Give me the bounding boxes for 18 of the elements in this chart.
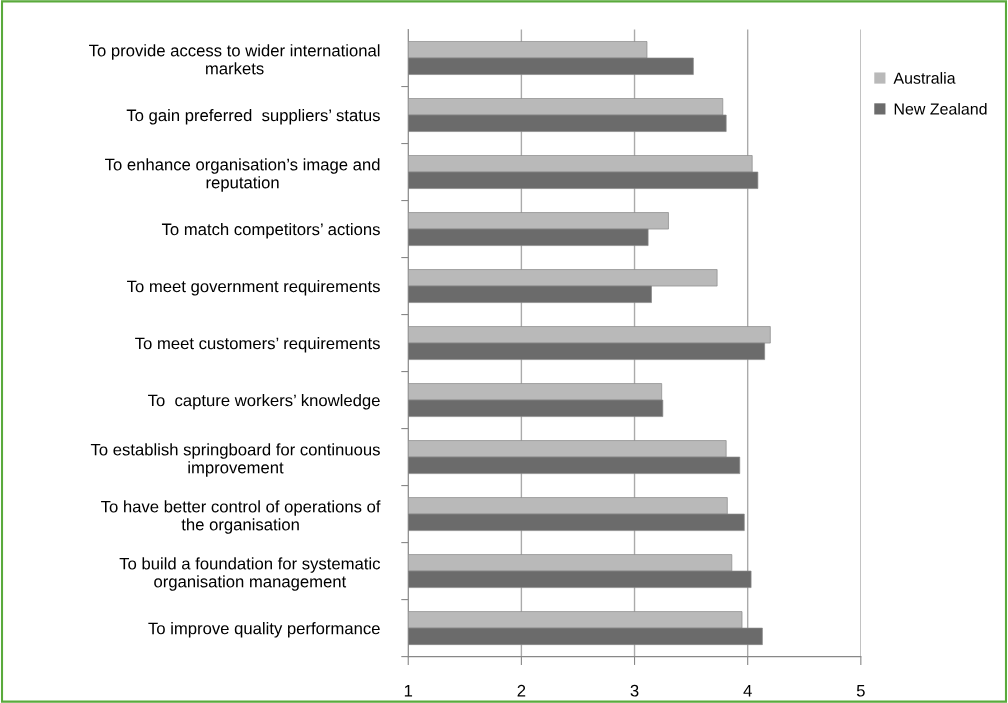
- y-tick-label: To meet government requirements: [127, 280, 380, 296]
- y-tick-label: To enhance organisation’s image and reputation: [105, 158, 380, 192]
- x-tick-label: 4: [743, 684, 752, 697]
- legend-label: Australia: [893, 72, 956, 84]
- y-tick-label: To establish springboard for continuous improvement: [90, 443, 380, 477]
- y-tick-label: To improve quality performance: [148, 622, 380, 638]
- y-tick-label: To provide access to wider international markets: [89, 44, 380, 75]
- y-tick-label: To gain preferred suppliers’ status: [126, 109, 380, 125]
- x-tick-label: 3: [630, 684, 639, 697]
- y-tick-label: To capture workers’ knowledge: [148, 394, 380, 410]
- y-tick-label: To match competitors’ actions: [161, 223, 380, 239]
- y-tick-label: To meet customers’ requirements: [135, 337, 380, 353]
- x-tick-label: 2: [517, 684, 526, 697]
- legend-label: New Zealand: [894, 102, 987, 115]
- y-tick-label: To have better control of operations of the organisation: [101, 500, 381, 534]
- x-tick-label: 1: [404, 684, 413, 697]
- x-tick-label: 5: [856, 684, 865, 697]
- y-tick-label: To build a foundation for systematic organisation management: [119, 557, 381, 591]
